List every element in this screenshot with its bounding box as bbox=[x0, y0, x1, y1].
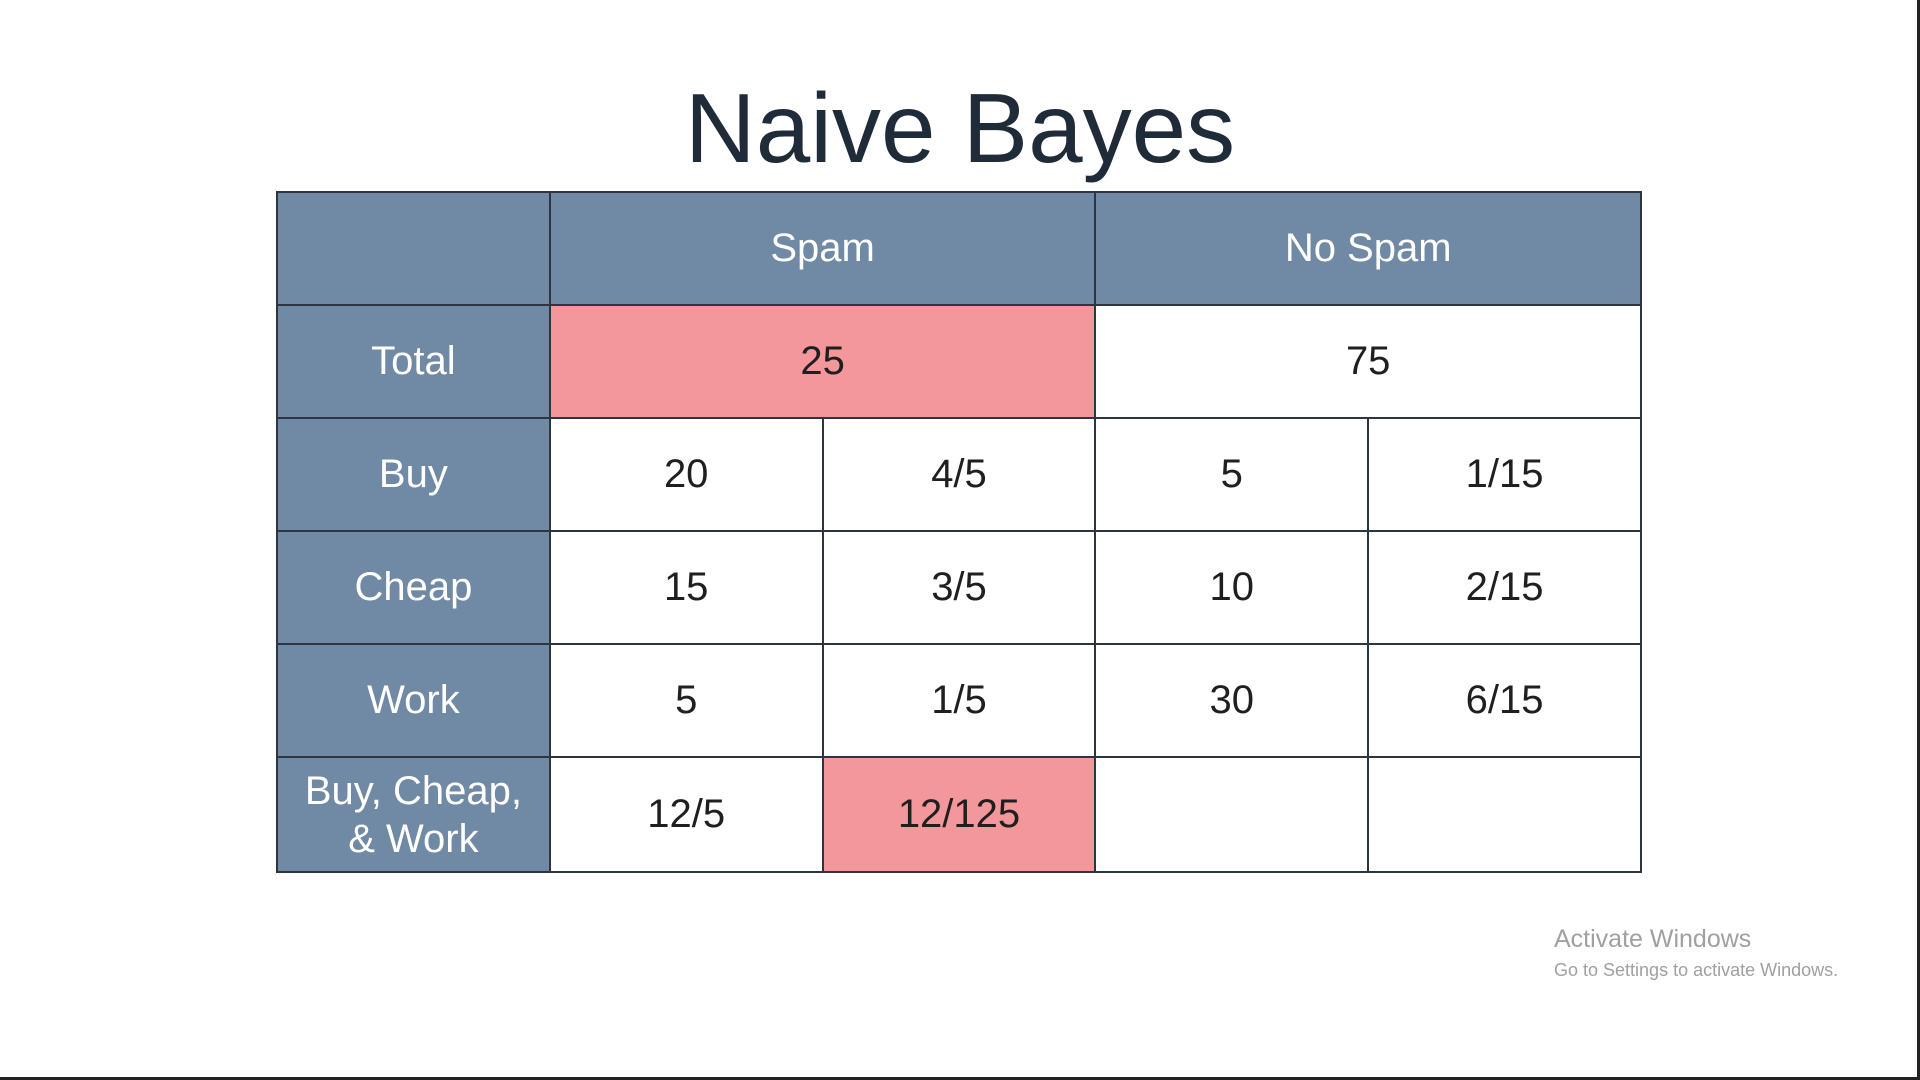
header-row: Spam No Spam bbox=[276, 191, 1642, 306]
slide-title: Naive Bayes bbox=[684, 73, 1236, 183]
row-label-cheap: Cheap bbox=[276, 530, 551, 645]
cheap-no-spam-prob: 2/15 bbox=[1367, 530, 1642, 645]
work-no-spam-prob: 6/15 bbox=[1367, 643, 1642, 758]
combined-row: Buy, Cheap, & Work 12/5 12/125 bbox=[276, 756, 1642, 873]
work-spam-count: 5 bbox=[548, 643, 824, 758]
naive-bayes-table: Spam No Spam Total 25 75 Buy 20 4/5 5 1/… bbox=[276, 191, 1642, 873]
combined-no-spam-prob bbox=[1367, 756, 1642, 873]
bottom-edge-border bbox=[0, 1077, 1920, 1080]
word-row-buy: Buy 20 4/5 5 1/15 bbox=[276, 417, 1642, 532]
buy-spam-count: 20 bbox=[548, 417, 824, 532]
column-header-no-spam: No Spam bbox=[1094, 191, 1642, 306]
total-row: Total 25 75 bbox=[276, 304, 1642, 419]
cheap-no-spam-count: 10 bbox=[1094, 530, 1370, 645]
corner-cell bbox=[276, 191, 551, 306]
buy-no-spam-prob: 1/15 bbox=[1367, 417, 1642, 532]
watermark-subtitle: Go to Settings to activate Windows. bbox=[1554, 960, 1839, 980]
word-row-work: Work 5 1/5 30 6/15 bbox=[276, 643, 1642, 758]
row-label-total: Total bbox=[276, 304, 551, 419]
work-spam-prob: 1/5 bbox=[821, 643, 1097, 758]
combined-no-spam-count bbox=[1094, 756, 1370, 873]
total-spam-cell: 25 bbox=[548, 304, 1097, 419]
cheap-spam-prob: 3/5 bbox=[821, 530, 1097, 645]
buy-spam-prob: 4/5 bbox=[821, 417, 1097, 532]
row-label-combined: Buy, Cheap, & Work bbox=[276, 756, 551, 873]
combined-spam-count: 12/5 bbox=[548, 756, 824, 873]
row-label-combined-line2: & Work bbox=[348, 816, 479, 861]
row-label-work: Work bbox=[276, 643, 551, 758]
total-no-spam-cell: 75 bbox=[1094, 304, 1642, 419]
cheap-spam-count: 15 bbox=[548, 530, 824, 645]
word-row-cheap: Cheap 15 3/5 10 2/15 bbox=[276, 530, 1642, 645]
activate-windows-watermark: Activate Windows Go to Settings to activ… bbox=[1554, 924, 1838, 981]
row-label-combined-line1: Buy, Cheap, bbox=[304, 768, 522, 813]
column-header-spam: Spam bbox=[548, 191, 1097, 306]
watermark-title: Activate Windows bbox=[1554, 925, 1752, 953]
right-edge-border bbox=[1917, 0, 1920, 1080]
combined-spam-prob: 12/125 bbox=[821, 756, 1097, 873]
work-no-spam-count: 30 bbox=[1094, 643, 1370, 758]
buy-no-spam-count: 5 bbox=[1094, 417, 1370, 532]
row-label-buy: Buy bbox=[276, 417, 551, 532]
